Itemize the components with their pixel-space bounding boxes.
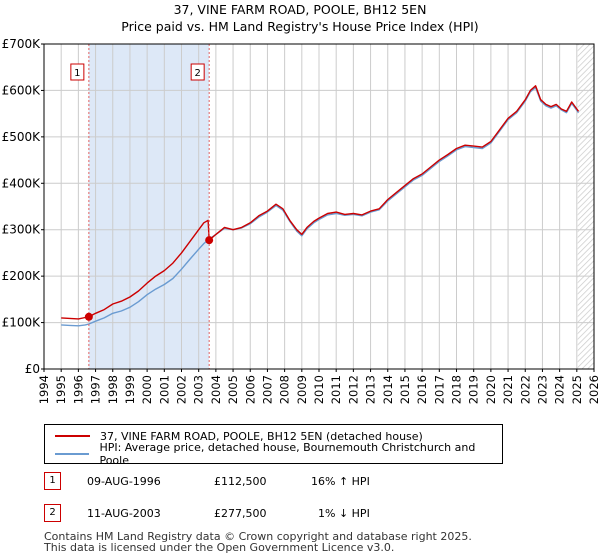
x-tick-label: 2005: [226, 375, 240, 404]
hpi-line: [61, 86, 580, 327]
y-tick-label: £400K: [2, 176, 42, 190]
sale-price: £277,500: [214, 507, 267, 520]
x-tick-label: 2010: [312, 375, 326, 404]
sale-period-band: [88, 44, 209, 369]
sale-marker-point: [84, 312, 93, 321]
legend-swatch-property: [55, 435, 90, 437]
x-tick-label: 2024: [553, 375, 567, 404]
sale-marker-label: 2: [194, 68, 200, 79]
x-tick-label: 1998: [106, 375, 120, 404]
x-tick-label: 1996: [71, 375, 85, 404]
x-tick-label: 2022: [518, 375, 532, 404]
x-tick-label: 2014: [381, 375, 395, 404]
property-price-line: [61, 85, 580, 320]
x-tick-label: 2001: [157, 375, 171, 404]
y-tick-label: £200K: [2, 269, 42, 283]
sale-marker-badge: [70, 63, 85, 81]
y-tick-label: £500K: [2, 130, 42, 144]
y-tick-label: £300K: [2, 223, 42, 237]
sale-marker-point: [205, 236, 214, 245]
sale-hpi-diff: 1% ↓ HPI: [318, 507, 370, 520]
sale-price: £112,500: [214, 475, 267, 488]
x-tick-label: 2004: [209, 375, 223, 404]
y-tick-label: £100K: [2, 316, 42, 330]
x-tick-label: 2003: [192, 375, 206, 404]
sale-date: 11-AUG-2003: [87, 507, 161, 520]
x-tick-label: 2017: [432, 375, 446, 404]
chart-title: 37, VINE FARM ROAD, POOLE, BH12 5EN: [173, 2, 427, 17]
y-tick-label: £0: [25, 362, 40, 376]
x-tick-label: 2009: [295, 375, 309, 404]
x-tick-label: 2008: [278, 375, 292, 404]
legend-item-hpi: HPI: Average price, detached house, Bour…: [45, 441, 502, 467]
x-tick-label: 2012: [346, 375, 360, 404]
sale-number-badge: 1: [44, 472, 61, 490]
y-tick-label: £600K: [2, 83, 42, 97]
x-tick-label: 2016: [415, 375, 429, 404]
footer-license: This data is licensed under the Open Gov…: [44, 541, 395, 554]
x-tick-label: 2018: [450, 375, 464, 404]
x-tick-label: 1997: [89, 375, 103, 404]
sale-marker-label: 1: [74, 68, 80, 79]
price-chart: 1 2 £0 £100K £200K £300K £400K £500K £600K £700K…: [2, 37, 600, 404]
x-tick-label: 1994: [37, 375, 51, 404]
x-tick-label: 2020: [484, 375, 498, 404]
x-tick-label: 2021: [501, 375, 515, 404]
x-tick-label: 2007: [260, 375, 274, 404]
legend-swatch-hpi: [55, 453, 90, 455]
chart-subtitle: Price paid vs. HM Land Registry's House …: [121, 19, 479, 34]
legend-label-property: 37, VINE FARM ROAD, POOLE, BH12 5EN (det…: [100, 429, 423, 443]
future-hatch-region: [577, 44, 594, 369]
sale-date: 09-AUG-1996: [87, 475, 161, 488]
sale-marker-badge: [190, 63, 205, 81]
x-tick-label: 2025: [570, 375, 584, 404]
x-tick-label: 2023: [535, 375, 549, 404]
footer-copyright: Contains HM Land Registry data © Crown c…: [44, 530, 472, 543]
x-tick-label: 2006: [243, 375, 257, 404]
x-tick-label: 2026: [587, 375, 600, 404]
x-tick-label: 1995: [54, 375, 68, 404]
x-tick-label: 2019: [467, 375, 481, 404]
y-tick-label: £700K: [2, 37, 42, 51]
legend-item-property: 37, VINE FARM ROAD, POOLE, BH12 5EN (det…: [45, 427, 423, 445]
x-tick-label: 2015: [398, 375, 412, 404]
x-tick-label: 2013: [364, 375, 378, 404]
x-tick-label: 2000: [140, 375, 154, 404]
x-tick-label: 2002: [175, 375, 189, 404]
sale-hpi-diff: 16% ↑ HPI: [311, 475, 370, 488]
legend-label-hpi: HPI: Average price, detached house, Bour…: [99, 441, 476, 467]
x-tick-label: 1999: [123, 375, 137, 404]
sale-number-badge: 2: [44, 504, 61, 522]
x-tick-label: 2011: [329, 375, 343, 404]
chart-legend: 37, VINE FARM ROAD, POOLE, BH12 5EN (det…: [44, 424, 503, 467]
